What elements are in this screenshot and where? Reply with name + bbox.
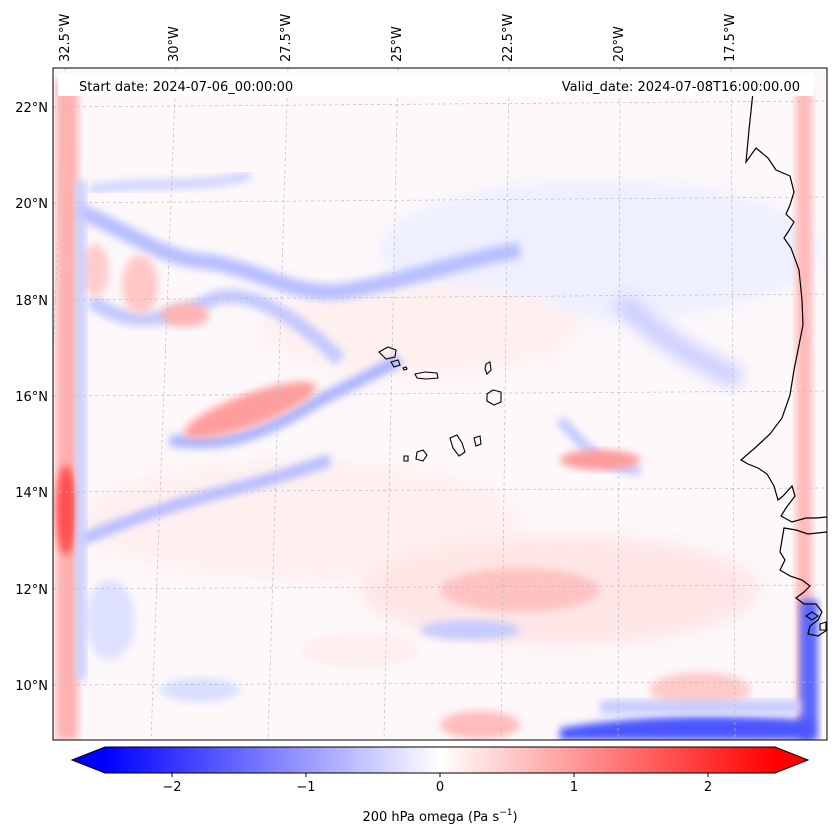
colorbar-extend-max xyxy=(775,747,808,773)
colorbar-label: 200 hPa omega (Pa s−1) xyxy=(362,808,517,825)
africa-coastline xyxy=(779,527,827,637)
island-sao-vicente xyxy=(390,359,401,368)
omega-blob xyxy=(300,632,420,668)
omega-blob xyxy=(380,180,820,320)
colorbar-tick-label: 1 xyxy=(570,780,578,795)
bottom-boundary-blue xyxy=(560,716,812,740)
island-maio xyxy=(473,435,482,447)
colorbar-extend-min xyxy=(72,747,105,773)
omega-blob xyxy=(650,672,750,708)
left-boundary-blue xyxy=(76,180,86,680)
omega-band xyxy=(89,170,252,195)
lat-label: 14°N xyxy=(15,486,48,501)
lat-label: 20°N xyxy=(15,197,48,212)
lon-labels: 32.5°W 30°W 27.5°W 25°W 22.5°W 20°W 17.5… xyxy=(58,14,738,62)
lon-label: 22.5°W xyxy=(501,14,516,62)
island-santo-antao xyxy=(378,346,397,360)
island-fogo xyxy=(415,449,428,462)
colorbar-tick-label: −1 xyxy=(296,780,315,795)
colorbar-unit-exp: −1 xyxy=(499,808,512,818)
island-santiago xyxy=(449,434,466,457)
omega-band xyxy=(169,354,403,449)
omega-band xyxy=(612,292,745,389)
omega-blob xyxy=(160,678,240,702)
omega-blob xyxy=(560,450,640,470)
start-date: Start date: 2024-07-06_00:00:00 xyxy=(79,80,293,95)
lon-label: 17.5°W xyxy=(723,14,738,62)
island-boa-vista xyxy=(486,389,502,406)
omega-band xyxy=(77,454,332,546)
omega-blob xyxy=(56,465,76,555)
colorbar-field: 200 hPa omega xyxy=(362,810,463,825)
lon-label: 25°W xyxy=(390,26,405,62)
omega-blob xyxy=(420,620,520,640)
guinea-bissau-islands xyxy=(805,611,827,631)
omega-blob xyxy=(85,580,135,660)
colorbar-tick-label: 0 xyxy=(436,780,444,795)
valid-date: Valid_date: 2024-07-08T16:00:00.00 xyxy=(562,80,800,95)
omega-blob xyxy=(81,244,109,296)
map-panel: Start date: 2024-07-06_00:00:00 Valid_da… xyxy=(52,67,828,741)
colorbar-gradient xyxy=(105,747,775,773)
omega-blob xyxy=(161,303,209,327)
lat-label: 12°N xyxy=(15,583,48,598)
lon-label: 27.5°W xyxy=(279,14,294,62)
colorbar-tick-label: 2 xyxy=(704,780,712,795)
header-band xyxy=(58,74,814,96)
lon-label: 30°W xyxy=(167,26,182,62)
omega-blob xyxy=(600,700,800,714)
lat-labels: 22°N 20°N 18°N 16°N 14°N 12°N 10°N xyxy=(15,101,48,694)
right-boundary-red xyxy=(796,90,812,730)
omega-band xyxy=(85,289,345,365)
island-santa-luzia xyxy=(402,366,408,371)
omega-blob xyxy=(440,568,600,612)
lon-label: 32.5°W xyxy=(58,14,73,62)
omega-blob xyxy=(183,381,317,439)
omega-blob xyxy=(80,460,520,580)
lon-label: 20°W xyxy=(612,26,627,62)
omega-blob xyxy=(122,255,158,315)
lat-label: 18°N xyxy=(15,294,48,309)
africa-coastline xyxy=(739,91,827,523)
lat-label: 22°N xyxy=(15,101,48,116)
cape-verde-islands xyxy=(378,346,502,462)
colorbar-outline xyxy=(70,746,810,774)
colorbar: −2 −1 0 1 2 200 hPa omega (Pa s−1) xyxy=(70,746,810,825)
lat-label: 16°N xyxy=(15,390,48,405)
colorbar-unit: Pa s xyxy=(473,810,499,825)
right-boundary-blue xyxy=(800,600,818,740)
island-sal xyxy=(484,361,492,375)
map-frame xyxy=(52,67,828,741)
graticule xyxy=(53,68,827,740)
lat-label: 10°N xyxy=(15,679,48,694)
colorbar-ticks: −2 −1 0 1 2 xyxy=(162,773,712,795)
omega-band xyxy=(72,202,522,300)
left-boundary-red xyxy=(56,80,78,740)
island-sao-nicolau xyxy=(414,371,439,380)
colorbar-tick-label: −2 xyxy=(162,780,181,795)
island-brava xyxy=(403,455,409,462)
omega-field xyxy=(53,68,827,740)
omega-blob xyxy=(440,711,520,739)
